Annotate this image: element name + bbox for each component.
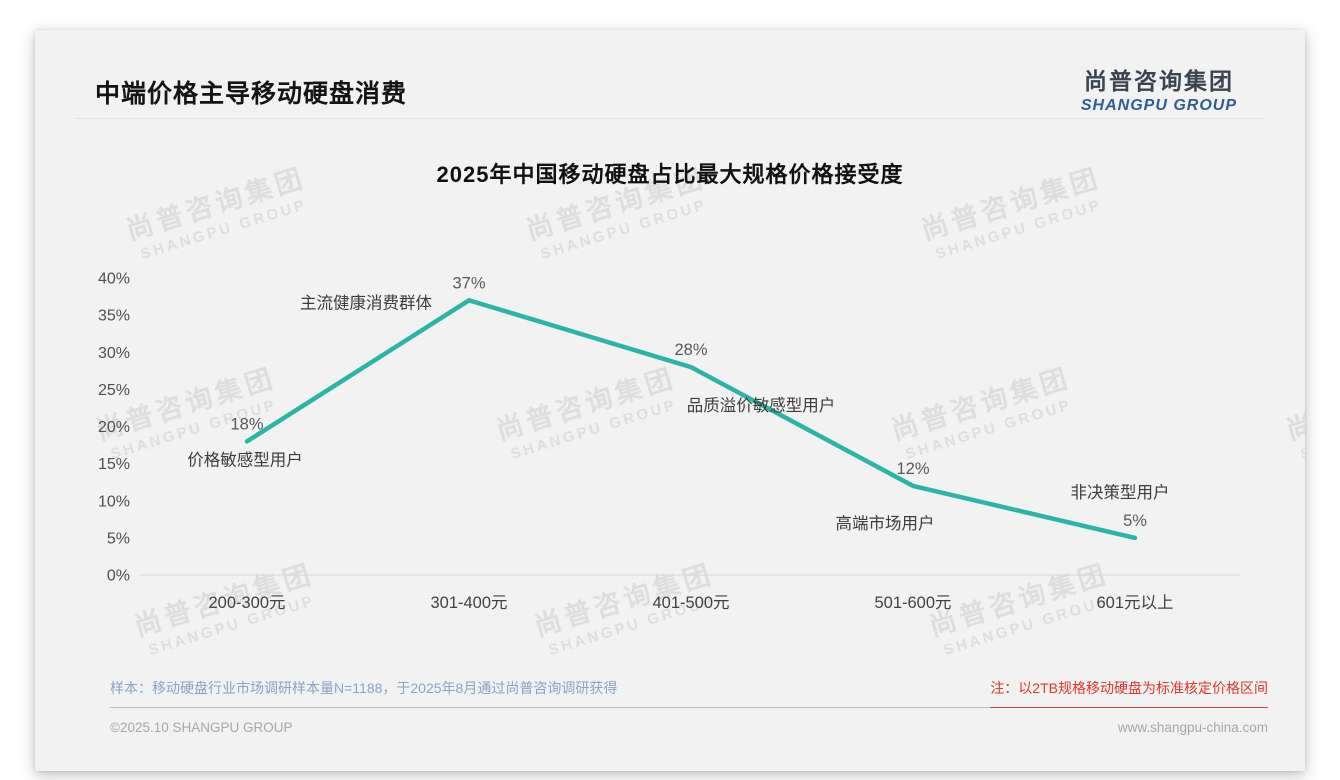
annotation-label: 价格敏感型用户 (187, 450, 303, 469)
annotation-label: 品质溢价敏感型用户 (687, 396, 836, 415)
y-axis-tick-label: 30% (98, 345, 130, 362)
chart-line (244, 298, 1138, 541)
chart-title: 2025年中国移动硬盘占比最大规格价格接受度 (436, 162, 904, 187)
x-axis-category-label: 200-300元 (208, 594, 285, 612)
report-card: 尚普咨询集团 SHANGPU GROUP 尚普咨询集团 SHANGPU GROUP 尚普… (35, 30, 1305, 771)
brand-logo-english: SHANGPU GROUP (1080, 97, 1237, 114)
copyright-text: ©2025.10 SHANGPU GROUP (110, 720, 293, 735)
y-axis-tick-label: 25% (98, 382, 130, 399)
annotation-label: 主流健康消费群体 (300, 293, 433, 312)
header-divider (75, 118, 1265, 119)
y-axis-tick-label: 40% (98, 271, 130, 288)
x-axis-category-label: 301-400元 (430, 594, 507, 612)
y-axis-tick-label: 10% (98, 493, 130, 510)
annotation-label: 高端市场用户 (836, 514, 935, 533)
value-label: 12% (896, 460, 929, 478)
x-axis-category-label: 501-600元 (874, 594, 951, 612)
price-basis-note: 注：以2TB规格移动硬盘为标准核定价格区间 (990, 678, 1268, 708)
value-label: 37% (452, 274, 485, 292)
y-axis-tick-label: 5% (107, 530, 130, 547)
y-axis-tick-label: 15% (98, 456, 130, 473)
x-axis-category-label: 601元以上 (1096, 593, 1173, 612)
y-axis-tick-label: 35% (98, 308, 130, 325)
annotation-label: 非决策型用户 (1071, 483, 1170, 502)
y-axis-tick-label: 0% (107, 568, 130, 585)
value-label: 18% (230, 415, 263, 433)
brand-logo: 尚普咨询集团 SHANGPU GROUP (1081, 62, 1237, 115)
y-axis-tick-label: 20% (98, 419, 130, 436)
brand-logo-chinese: 尚普咨询集团 (1083, 68, 1234, 94)
x-axis-category-label: 401-500元 (652, 594, 729, 612)
price-acceptance-line-chart: 0% 5% 10% 15% 20% 25% 30% 35% 40% 18% 37% 28% 12% 5% 2… (98, 271, 1240, 612)
website-text: www.shangpu-china.com (1117, 720, 1268, 735)
copyright-row: ©2025.10 SHANGPU GROUP www.shangpu-china… (110, 720, 1268, 735)
footnote-row: 样本：移动硬盘行业市场调研样本量N=1188，于2025年8月通过尚普咨询调研获… (110, 678, 1268, 708)
sample-note: 样本：移动硬盘行业市场调研样本量N=1188，于2025年8月通过尚普咨询调研获… (110, 678, 991, 708)
value-label: 28% (674, 341, 707, 359)
watermark-layer: 尚普咨询集团 SHANGPU GROUP 尚普咨询集团 SHANGPU GROUP 尚普… (35, 30, 1305, 771)
page-title: 中端价格主导移动硬盘消费 (95, 80, 408, 108)
value-label: 5% (1123, 512, 1147, 530)
